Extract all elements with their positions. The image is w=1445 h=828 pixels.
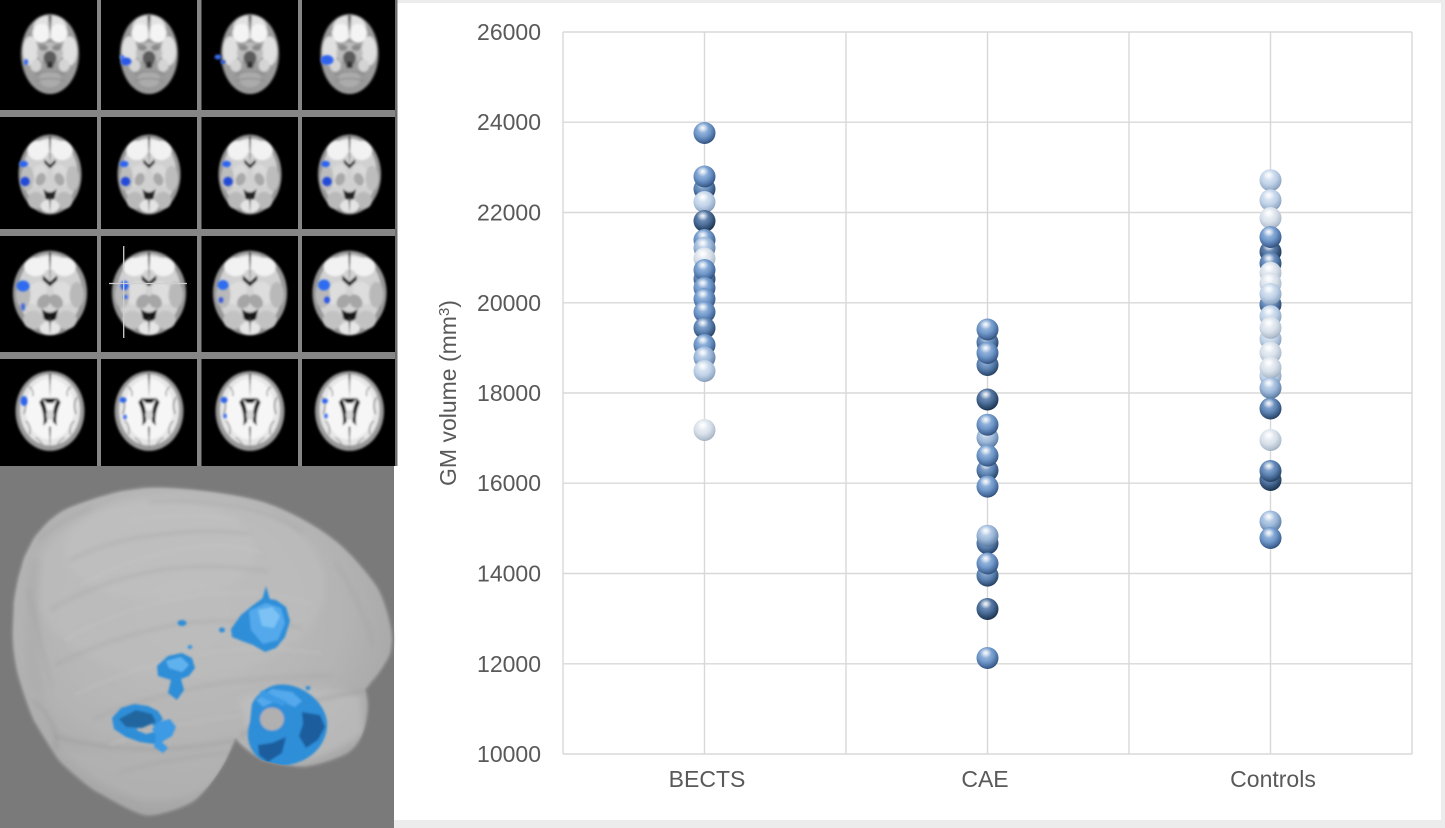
svg-text:10000: 10000 [477, 741, 541, 767]
svg-text:24000: 24000 [477, 109, 541, 135]
svg-text:26000: 26000 [477, 19, 541, 45]
svg-text:Controls: Controls [1230, 766, 1316, 792]
svg-text:18000: 18000 [477, 380, 541, 406]
svg-text:22000: 22000 [477, 200, 541, 226]
svg-text:14000: 14000 [477, 561, 541, 587]
svg-text:BECTS: BECTS [669, 766, 746, 792]
svg-text:20000: 20000 [477, 290, 541, 316]
svg-text:12000: 12000 [477, 651, 541, 677]
svg-text:GM volume (mm3): GM volume (mm3) [435, 300, 461, 486]
svg-text:16000: 16000 [477, 470, 541, 496]
svg-text:CAE: CAE [961, 766, 1008, 792]
